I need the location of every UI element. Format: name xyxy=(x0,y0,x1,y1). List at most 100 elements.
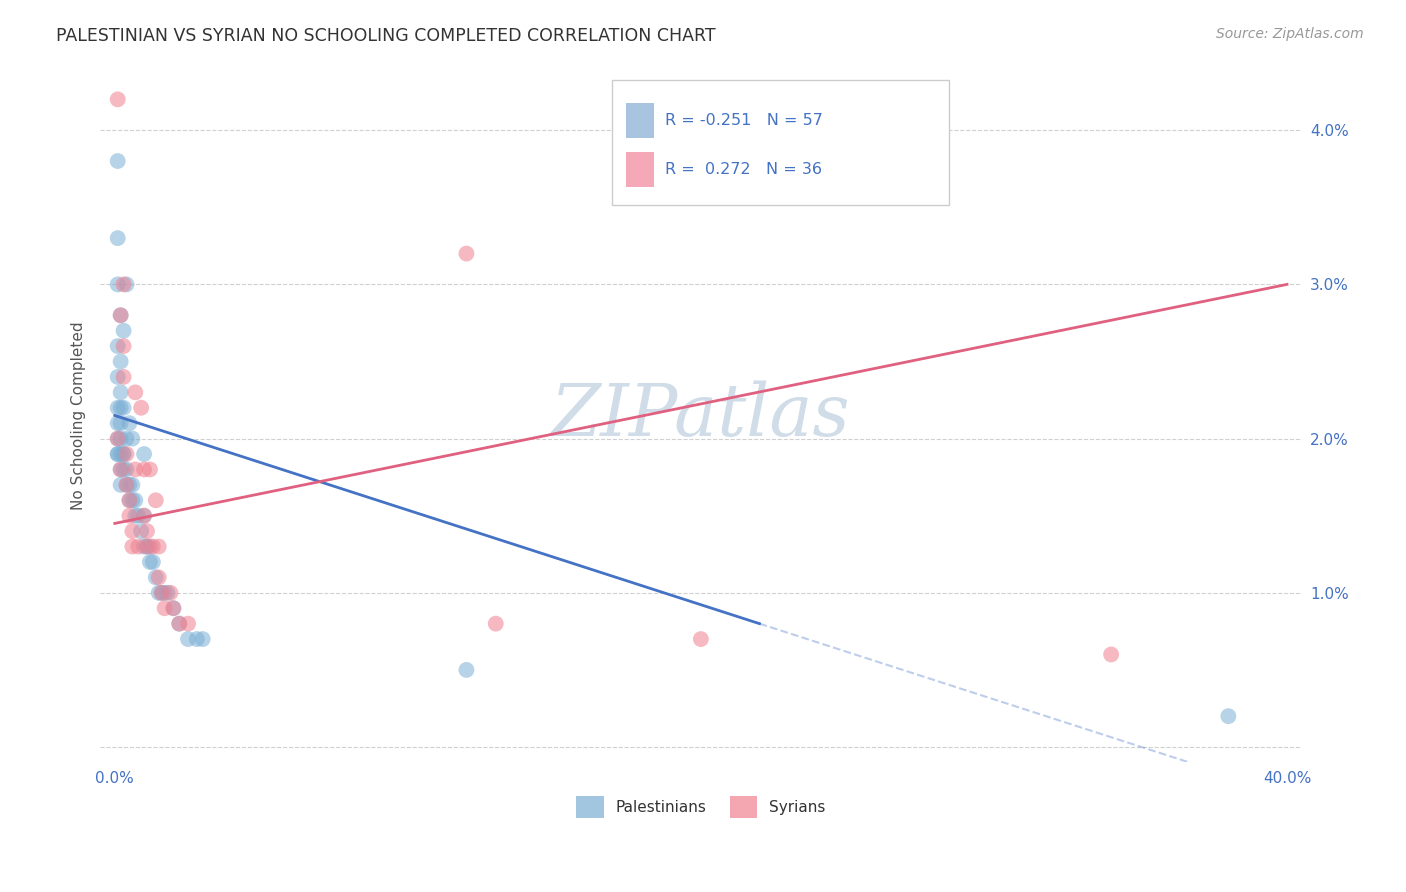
Point xyxy=(132,540,155,554)
Point xyxy=(148,586,170,600)
Point xyxy=(112,401,135,415)
Point xyxy=(124,508,146,523)
Point xyxy=(145,493,167,508)
Point xyxy=(107,154,129,169)
Point xyxy=(136,540,159,554)
Point xyxy=(124,462,146,476)
Text: ZIPatlas: ZIPatlas xyxy=(551,380,851,450)
Point xyxy=(118,493,141,508)
Point xyxy=(107,231,129,245)
Point xyxy=(132,447,155,461)
Point xyxy=(112,339,135,353)
Point xyxy=(121,524,143,538)
Point xyxy=(145,570,167,584)
Point xyxy=(456,246,478,260)
Point xyxy=(132,462,155,476)
Point xyxy=(159,586,181,600)
Point xyxy=(107,370,129,384)
Point xyxy=(115,432,138,446)
Point xyxy=(110,385,132,400)
Point xyxy=(150,586,173,600)
Point xyxy=(110,478,132,492)
Point xyxy=(142,555,165,569)
Point xyxy=(156,586,179,600)
Point xyxy=(112,277,135,292)
Point xyxy=(142,540,165,554)
Point xyxy=(121,432,143,446)
Point xyxy=(167,616,190,631)
Point xyxy=(127,540,149,554)
Point xyxy=(121,493,143,508)
Point xyxy=(129,524,152,538)
Point xyxy=(107,447,129,461)
Point xyxy=(689,632,711,646)
Point xyxy=(132,508,155,523)
Point xyxy=(107,277,129,292)
Point xyxy=(1099,648,1122,662)
Point xyxy=(136,524,159,538)
Text: Source: ZipAtlas.com: Source: ZipAtlas.com xyxy=(1216,27,1364,41)
Point xyxy=(107,432,129,446)
Point xyxy=(132,508,155,523)
Point xyxy=(191,632,214,646)
Point xyxy=(118,508,141,523)
Point xyxy=(127,508,149,523)
Text: R =  0.272   N = 36: R = 0.272 N = 36 xyxy=(665,162,823,177)
Point xyxy=(139,462,162,476)
Point xyxy=(121,478,143,492)
Point xyxy=(456,663,478,677)
Point xyxy=(115,478,138,492)
Point xyxy=(162,601,184,615)
Point xyxy=(112,462,135,476)
Point xyxy=(115,277,138,292)
Point xyxy=(177,616,200,631)
Point xyxy=(115,447,138,461)
Point xyxy=(177,632,200,646)
Point xyxy=(110,416,132,430)
Point xyxy=(107,447,129,461)
Point xyxy=(136,540,159,554)
Point xyxy=(110,447,132,461)
Point xyxy=(153,586,176,600)
Point xyxy=(153,601,176,615)
Point xyxy=(139,555,162,569)
Point xyxy=(107,432,129,446)
Point xyxy=(124,493,146,508)
Legend: Palestinians, Syrians: Palestinians, Syrians xyxy=(569,790,832,824)
Point xyxy=(112,370,135,384)
Point xyxy=(162,601,184,615)
Point xyxy=(110,308,132,322)
Point xyxy=(150,586,173,600)
Text: R = -0.251   N = 57: R = -0.251 N = 57 xyxy=(665,113,823,128)
Point xyxy=(167,616,190,631)
Point xyxy=(110,462,132,476)
Point xyxy=(112,447,135,461)
Point xyxy=(139,540,162,554)
Point xyxy=(110,308,132,322)
Point xyxy=(110,462,132,476)
Point xyxy=(1218,709,1240,723)
Point xyxy=(112,447,135,461)
Y-axis label: No Schooling Completed: No Schooling Completed xyxy=(72,321,86,510)
Point xyxy=(115,462,138,476)
Point xyxy=(129,401,152,415)
Point xyxy=(148,570,170,584)
Point xyxy=(118,416,141,430)
Point xyxy=(124,385,146,400)
Point xyxy=(110,354,132,368)
Point xyxy=(115,478,138,492)
Point xyxy=(485,616,508,631)
Point xyxy=(107,416,129,430)
Point xyxy=(110,401,132,415)
Point xyxy=(107,401,129,415)
Point xyxy=(118,493,141,508)
Point xyxy=(112,324,135,338)
Point xyxy=(118,478,141,492)
Point xyxy=(121,540,143,554)
Point xyxy=(110,432,132,446)
Point xyxy=(107,92,129,106)
Point xyxy=(186,632,208,646)
Point xyxy=(148,540,170,554)
Point xyxy=(107,339,129,353)
Text: PALESTINIAN VS SYRIAN NO SCHOOLING COMPLETED CORRELATION CHART: PALESTINIAN VS SYRIAN NO SCHOOLING COMPL… xyxy=(56,27,716,45)
